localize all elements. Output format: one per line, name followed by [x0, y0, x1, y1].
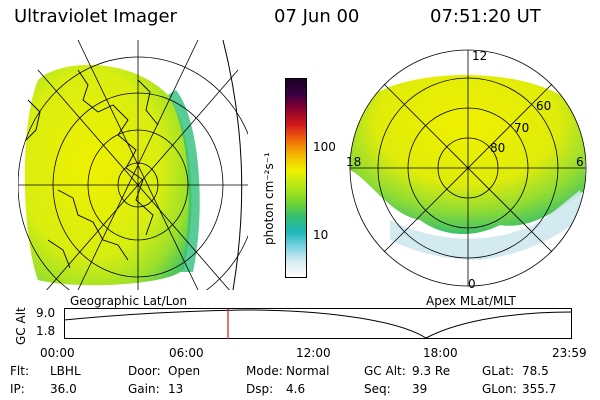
polar-plot: 12 18 6 0 60 70 80 [346, 49, 587, 290]
polar-aurora [350, 75, 585, 235]
info-label: GLat: [482, 364, 515, 378]
info-value: Open [168, 364, 201, 378]
instrument-title: Ultraviolet Imager [14, 6, 177, 27]
lat-label-60: 60 [536, 99, 551, 113]
info-value: 36.0 [50, 382, 77, 396]
info-label: Door: [128, 364, 161, 378]
timeline-ytick-low: 1.8 [36, 324, 56, 338]
info-label: Mode: [246, 364, 283, 378]
info-label: Flt: [10, 364, 29, 378]
info-value: 13 [168, 382, 184, 396]
geographic-image [18, 40, 248, 290]
polar-grid [349, 49, 587, 287]
info-value: 9.3 Re [412, 364, 451, 378]
info-label: GC Alt: [364, 364, 406, 378]
left-panel-caption: Geographic Lat/Lon [70, 294, 188, 308]
limb-line [222, 40, 243, 290]
info-value: 4.6 [286, 382, 306, 396]
lat-label-70: 70 [514, 121, 529, 135]
mlt-label-dawn: 6 [576, 155, 584, 169]
xtick-0600: 06:00 [169, 346, 204, 360]
colorbar [285, 78, 307, 278]
right-panel-caption: Apex MLat/MLT [426, 294, 516, 308]
info-label: Dsp: [246, 382, 274, 396]
mlt-label-noon: 12 [472, 49, 487, 63]
timeline-ytick-high: 9.0 [36, 306, 56, 320]
info-value: 39 [412, 382, 428, 396]
info-label: Gain: [128, 382, 160, 396]
colorbar-label: photon cm⁻²s⁻¹ [262, 152, 276, 245]
date-label: 07 Jun 00 [274, 6, 360, 27]
info-value: 78.5 [522, 364, 549, 378]
timeline-axis-label: GC Alt [14, 307, 28, 345]
info-label: IP: [10, 382, 25, 396]
lat-lon-grid [18, 40, 248, 290]
xtick-2359: 23:59 [552, 346, 587, 360]
info-label: Seq: [364, 382, 391, 396]
info-value: Normal [286, 364, 330, 378]
aurora-region [24, 64, 192, 286]
lat-label-80: 80 [490, 141, 505, 155]
colorbar-tick-100: 100 [313, 140, 336, 154]
xtick-1200: 12:00 [296, 346, 331, 360]
coastlines [25, 69, 159, 269]
aurora-edge [168, 90, 200, 272]
altitude-curve [64, 309, 572, 339]
info-label: GLon: [482, 382, 517, 396]
polar-aurora-diffuse [390, 190, 585, 260]
time-label: 07:51:20 UT [430, 6, 541, 27]
colorbar-tick-10: 10 [313, 228, 329, 242]
xtick-1800: 18:00 [423, 346, 458, 360]
altitude-timeline [64, 308, 572, 339]
xtick-0000: 00:00 [40, 346, 75, 360]
info-value: LBHL [50, 364, 81, 378]
mlt-label-dusk: 18 [346, 155, 361, 169]
mlt-label-midnight: 0 [468, 277, 476, 290]
info-value: 355.7 [522, 382, 557, 396]
